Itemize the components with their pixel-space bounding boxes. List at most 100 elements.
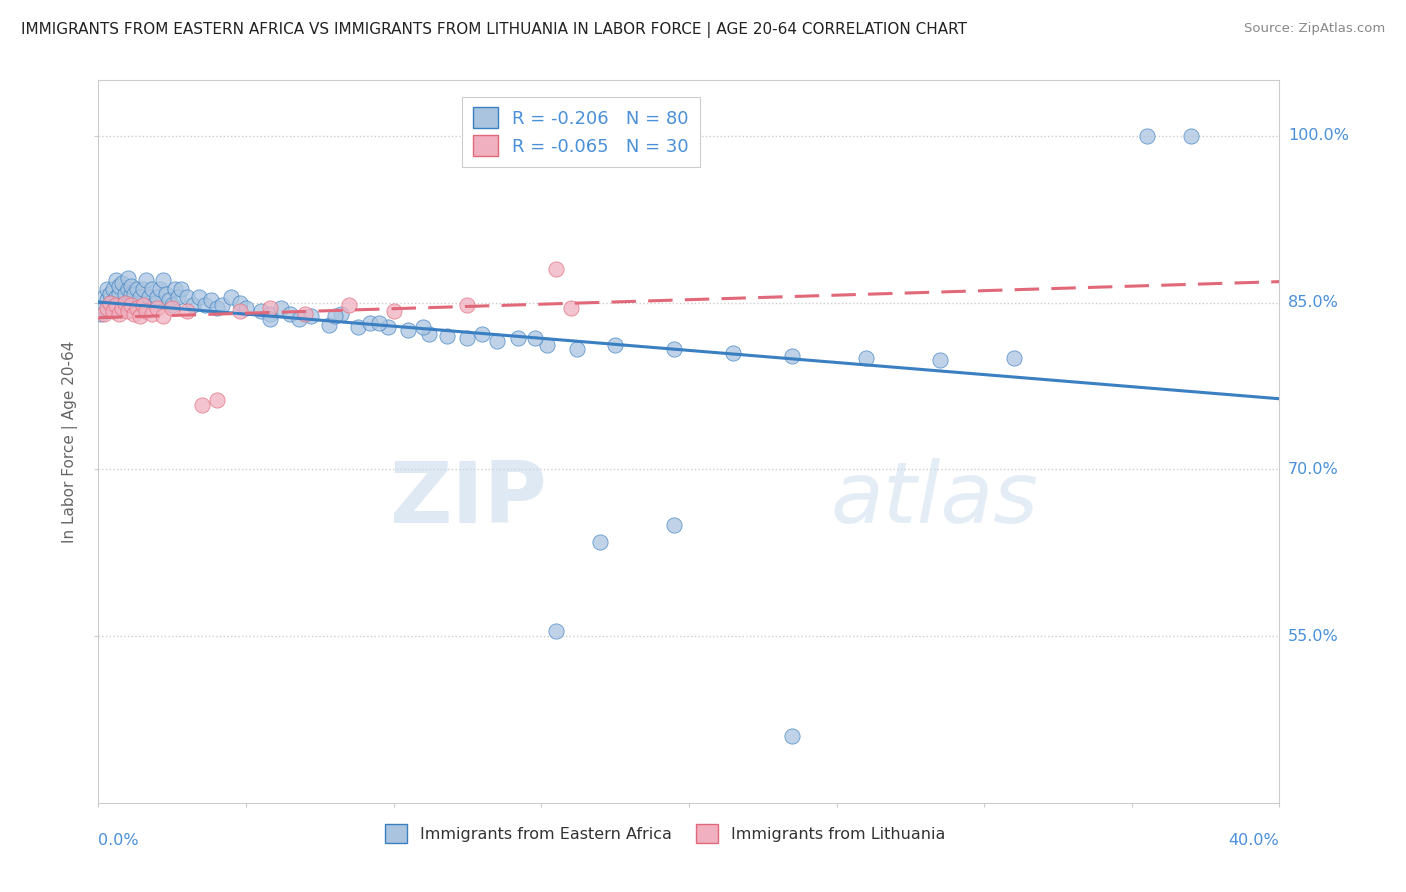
Point — [259, 307, 281, 321]
Point — [506, 331, 529, 345]
Text: 70.0%: 70.0% — [1288, 462, 1339, 477]
Text: 0.0%: 0.0% — [98, 833, 139, 848]
Point — [205, 301, 228, 315]
Point — [1136, 128, 1159, 143]
Point — [259, 312, 281, 326]
Point — [117, 271, 139, 285]
Text: ZIP: ZIP — [389, 458, 547, 541]
Point — [536, 338, 558, 352]
Text: 100.0%: 100.0% — [1288, 128, 1348, 144]
Point — [782, 349, 804, 363]
Point — [120, 298, 142, 312]
Text: 40.0%: 40.0% — [1229, 833, 1279, 848]
Point — [418, 326, 440, 341]
Point — [98, 286, 121, 301]
Point — [111, 301, 134, 315]
Point — [105, 290, 128, 304]
Point — [135, 273, 157, 287]
Point — [157, 293, 180, 308]
Point — [546, 262, 568, 277]
Point — [122, 307, 145, 321]
Point — [141, 307, 163, 321]
Point — [323, 309, 346, 323]
Point — [270, 301, 292, 315]
Point — [146, 290, 169, 304]
Point — [191, 398, 214, 412]
Point — [143, 295, 166, 310]
Text: 55.0%: 55.0% — [1288, 629, 1339, 643]
Point — [108, 279, 131, 293]
Text: Source: ZipAtlas.com: Source: ZipAtlas.com — [1244, 22, 1385, 36]
Point — [117, 304, 139, 318]
Y-axis label: In Labor Force | Age 20-64: In Labor Force | Age 20-64 — [62, 341, 79, 542]
Point — [605, 338, 627, 352]
Point — [108, 286, 131, 301]
Point — [221, 290, 243, 304]
Point — [187, 290, 209, 304]
Point — [155, 286, 177, 301]
Point — [98, 295, 121, 310]
Point — [412, 320, 434, 334]
Point — [149, 282, 172, 296]
Point — [132, 282, 155, 296]
Point — [929, 353, 952, 368]
Text: atlas: atlas — [831, 458, 1039, 541]
Point — [589, 534, 612, 549]
Point — [229, 304, 252, 318]
Point — [723, 345, 745, 359]
Point — [1180, 128, 1202, 143]
Point — [1002, 351, 1025, 366]
Point — [114, 298, 136, 312]
Text: IMMIGRANTS FROM EASTERN AFRICA VS IMMIGRANTS FROM LITHUANIA IN LABOR FORCE | AGE: IMMIGRANTS FROM EASTERN AFRICA VS IMMIGR… — [21, 22, 967, 38]
Point — [664, 517, 686, 532]
Point — [108, 307, 131, 321]
Point — [194, 298, 217, 312]
Point — [117, 282, 139, 296]
Point — [146, 301, 169, 315]
Legend: Immigrants from Eastern Africa, Immigrants from Lithuania: Immigrants from Eastern Africa, Immigran… — [378, 818, 952, 849]
Point — [170, 282, 193, 296]
Point — [103, 304, 125, 318]
Point — [486, 334, 509, 349]
Point — [329, 307, 352, 321]
Point — [288, 312, 311, 326]
Point — [176, 290, 198, 304]
Point — [152, 309, 174, 323]
Point — [259, 301, 281, 315]
Point — [398, 323, 420, 337]
Point — [141, 282, 163, 296]
Point — [103, 282, 125, 296]
Point — [211, 298, 233, 312]
Point — [176, 304, 198, 318]
Point — [855, 351, 877, 366]
Point — [280, 307, 302, 321]
Point — [111, 276, 134, 290]
Point — [524, 331, 547, 345]
Point — [546, 624, 568, 638]
Point — [200, 293, 222, 308]
Point — [135, 304, 157, 318]
Point — [347, 320, 370, 334]
Point — [96, 301, 118, 315]
Point — [93, 301, 115, 315]
Text: 85.0%: 85.0% — [1288, 295, 1339, 310]
Point — [436, 329, 458, 343]
Point — [132, 298, 155, 312]
Point — [664, 343, 686, 357]
Point — [250, 304, 273, 318]
Point — [103, 301, 125, 315]
Point — [125, 301, 148, 315]
Point — [162, 301, 183, 315]
Point — [120, 279, 142, 293]
Point — [98, 298, 121, 312]
Point — [167, 290, 190, 304]
Point — [782, 729, 804, 743]
Point — [299, 309, 322, 323]
Point — [128, 290, 150, 304]
Point — [457, 331, 479, 345]
Point — [377, 320, 399, 334]
Point — [120, 286, 142, 301]
Point — [96, 282, 118, 296]
Point — [96, 293, 118, 308]
Point — [457, 298, 479, 312]
